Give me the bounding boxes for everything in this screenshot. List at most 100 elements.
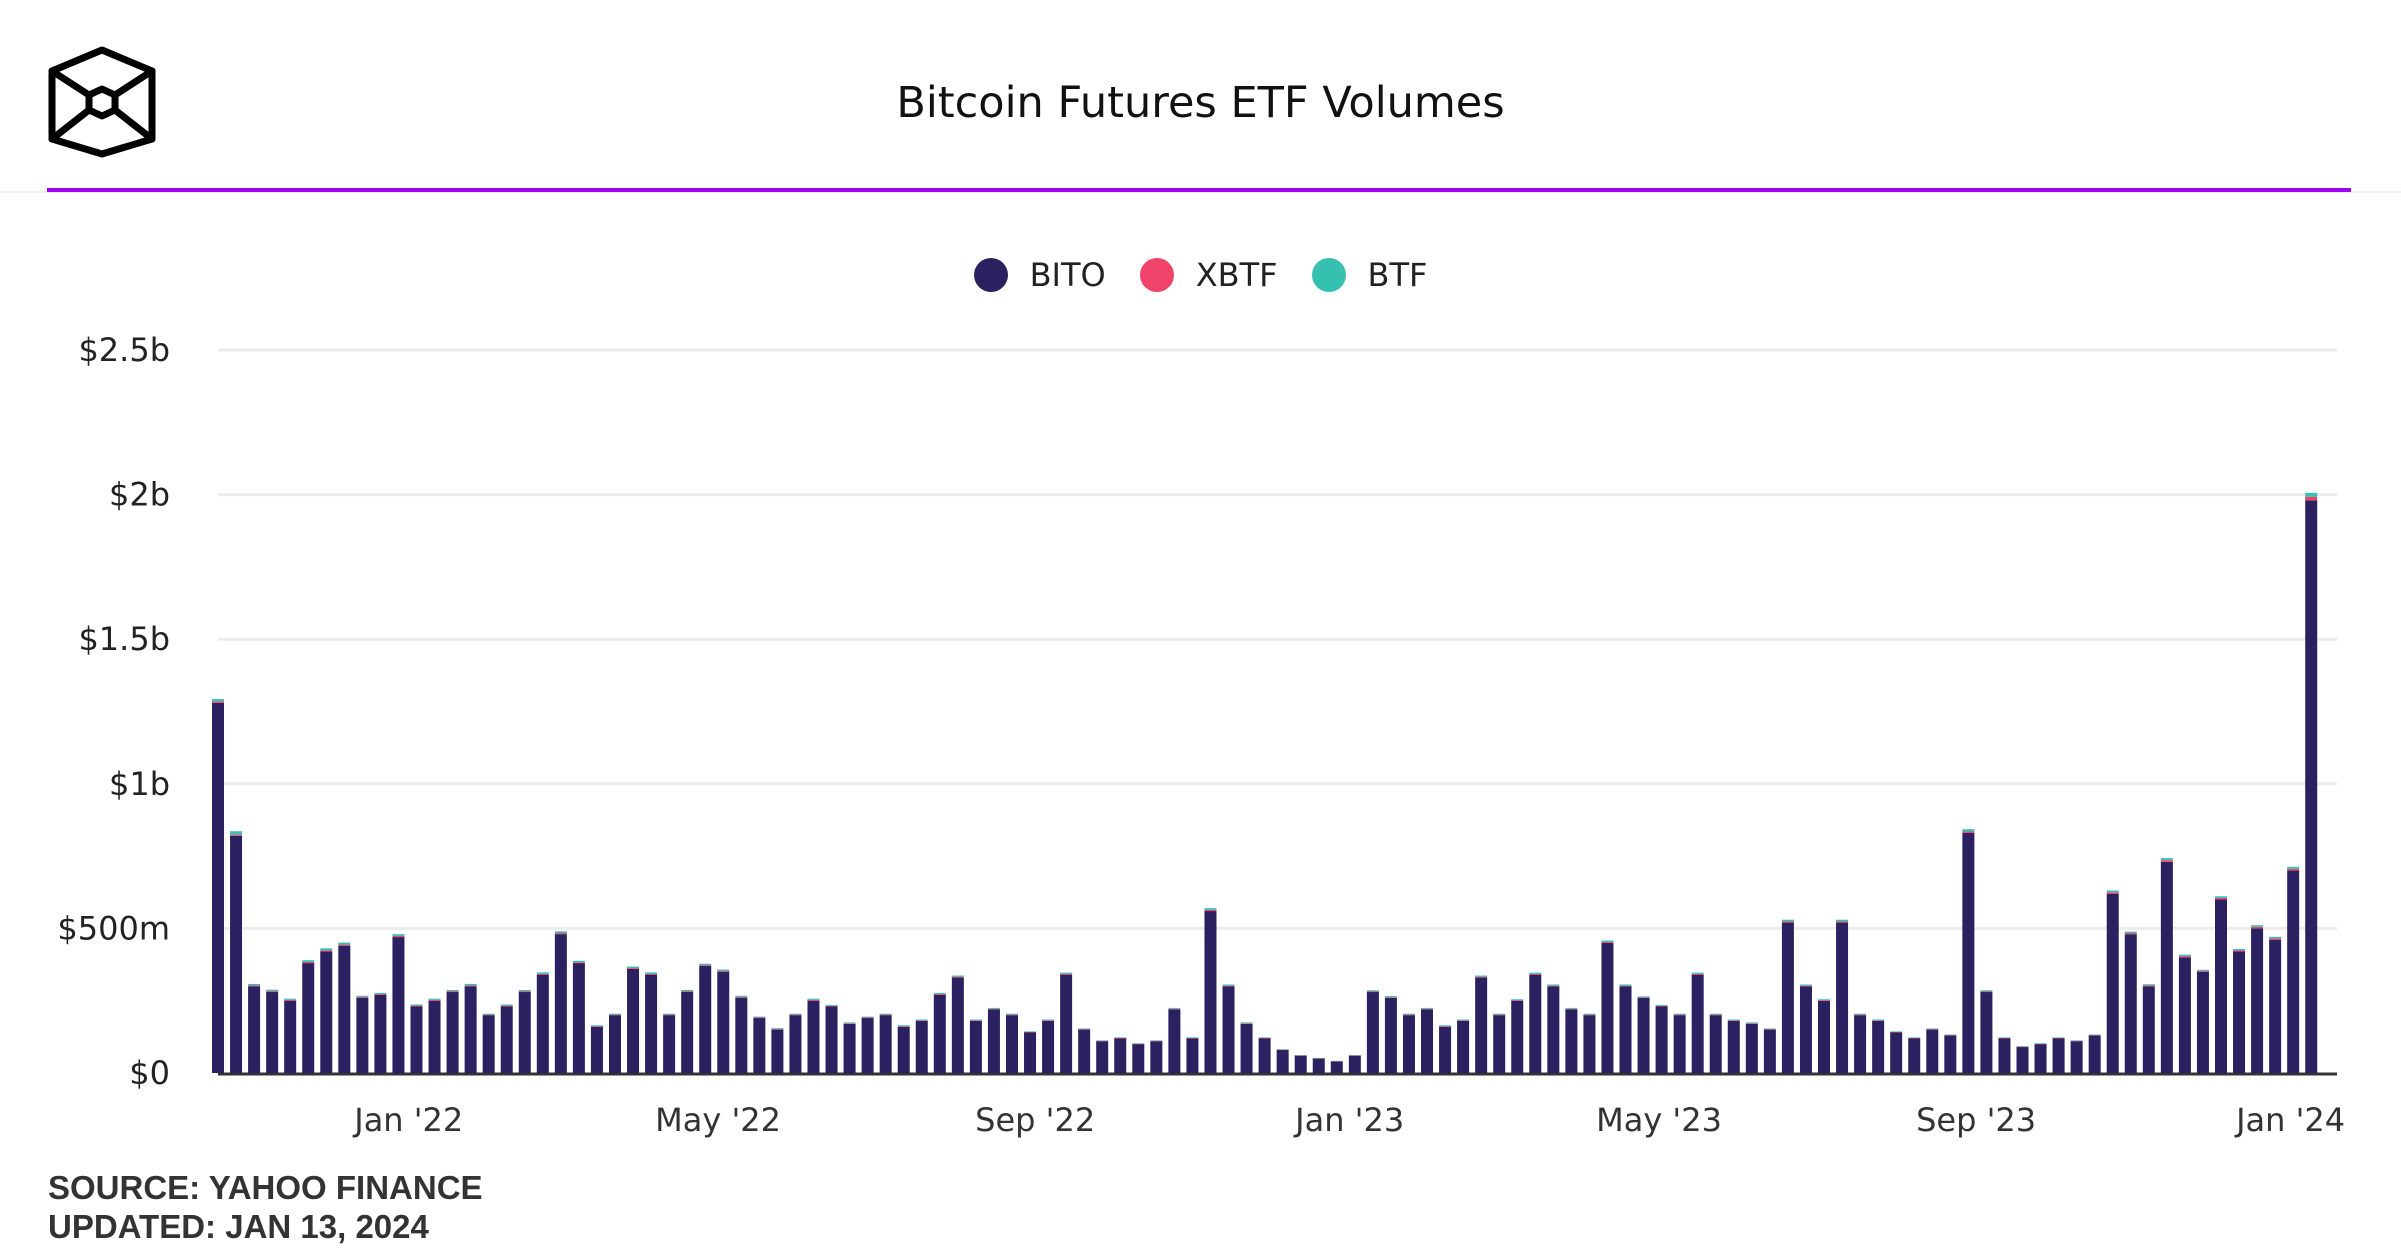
bar-btf <box>951 975 964 977</box>
bar-btf <box>1240 1022 1253 1024</box>
bar-xbtf <box>1204 909 1217 912</box>
legend-item-bito[interactable]: BITO <box>973 256 1106 294</box>
bar-bito <box>951 977 964 1073</box>
footer: SOURCE: YAHOO FINANCE UPDATED: JAN 13, 2… <box>48 1168 483 1246</box>
bar-bito <box>1493 1015 1506 1073</box>
bar-btf <box>2287 866 2300 869</box>
bar-btf <box>825 1005 838 1006</box>
legend-label: BTF <box>1367 256 1428 294</box>
y-tick-label: $2.5b <box>78 331 170 369</box>
bar-bito <box>1565 1009 1578 1073</box>
bar-btf <box>1096 1040 1109 1041</box>
y-tick-label: $1.5b <box>78 620 170 658</box>
bar-xbtf <box>789 1014 802 1016</box>
bar-btf <box>500 1004 513 1006</box>
bar-bito <box>1475 977 1488 1073</box>
bar-xbtf <box>1583 1014 1596 1016</box>
bar-btf <box>735 995 748 997</box>
bar-btf <box>2088 1034 2101 1036</box>
bar-btf <box>1745 1022 1758 1024</box>
bar-btf <box>1421 1007 1434 1009</box>
bar-btf <box>1655 1005 1668 1006</box>
bar-btf <box>1854 1013 1867 1015</box>
bar-xbtf <box>933 994 946 995</box>
bar-xbtf <box>1565 1008 1578 1010</box>
bar-bito <box>1872 1020 1885 1073</box>
bar-btf <box>1962 829 1975 832</box>
bar-btf <box>1691 972 1704 974</box>
legend: BITO XBTF BTF <box>0 256 2401 294</box>
bar-xbtf <box>1457 1020 1470 1021</box>
bar-bito <box>374 994 387 1073</box>
bar-bito <box>2287 870 2300 1073</box>
bar-bito <box>338 945 351 1073</box>
bar-xbtf <box>392 935 405 938</box>
bar-xbtf <box>1709 1014 1722 1016</box>
bar-btf <box>1781 919 1794 922</box>
bar-bito <box>446 992 459 1073</box>
bar-xbtf <box>356 996 369 998</box>
bar-btf <box>1258 1037 1271 1039</box>
bar-btf <box>1457 1019 1470 1021</box>
bar-btf <box>843 1022 856 1024</box>
bar-btf <box>320 948 333 951</box>
bar-xbtf <box>1005 1014 1018 1016</box>
header-divider <box>0 191 2401 193</box>
bar-btf <box>2178 954 2191 957</box>
bar-xbtf <box>608 1014 621 1016</box>
bar-btf <box>1926 1028 1939 1030</box>
bar-btf <box>2052 1037 2065 1039</box>
x-tick-label: Sep '23 <box>1916 1101 2036 1139</box>
bar-bito <box>482 1015 495 1073</box>
bar-xbtf <box>590 1026 603 1027</box>
bar-xbtf <box>1980 991 1993 993</box>
legend-item-xbtf[interactable]: XBTF <box>1139 256 1278 294</box>
bar-bito <box>1348 1055 1361 1073</box>
bar-btf <box>2196 969 2209 971</box>
bar-xbtf <box>2016 1046 2029 1048</box>
bar-xbtf <box>1439 1026 1452 1027</box>
bar-xbtf <box>1060 973 1073 975</box>
bar-btf <box>1312 1057 1325 1059</box>
bar-btf <box>1619 984 1632 986</box>
bar-bito <box>1601 942 1614 1073</box>
bar-btf <box>392 934 405 936</box>
bar-btf <box>969 1019 982 1021</box>
bar-xbtf <box>1926 1029 1939 1030</box>
bar-btf <box>1294 1055 1307 1056</box>
bar-xbtf <box>1745 1023 1758 1024</box>
bar-bito <box>2034 1044 2047 1073</box>
bar-btf <box>302 960 315 962</box>
bar-xbtf <box>1240 1023 1253 1024</box>
bar-btf <box>428 998 441 1000</box>
bar-xbtf <box>2070 1040 2083 1042</box>
bar-xbtf <box>1673 1014 1686 1016</box>
legend-label: BITO <box>1029 256 1106 294</box>
bar-xbtf <box>2269 938 2282 940</box>
bar-xbtf <box>1258 1038 1271 1039</box>
bar-bito <box>645 974 658 1073</box>
bar-xbtf <box>1872 1020 1885 1021</box>
legend-swatch <box>1311 258 1346 292</box>
bar-btf <box>1799 984 1812 986</box>
bar-bito <box>2196 971 2209 1073</box>
bar-bito <box>987 1009 1000 1073</box>
bar-xbtf <box>2124 933 2137 935</box>
bar-xbtf <box>1691 973 1704 975</box>
bar-btf <box>1060 972 1073 974</box>
bar-xbtf <box>230 834 243 836</box>
bar-btf <box>1872 1019 1885 1021</box>
bar-btf <box>2124 931 2137 934</box>
bar-xbtf <box>1944 1035 1957 1036</box>
bar-bito <box>1962 832 1975 1073</box>
bar-bito <box>915 1020 928 1073</box>
bar-btf <box>1565 1007 1578 1009</box>
bar-xbtf <box>1890 1031 1903 1033</box>
bar-bito <box>1042 1020 1055 1073</box>
bar-bito <box>1060 974 1073 1073</box>
bar-xbtf <box>1962 831 1975 833</box>
bar-bito <box>699 965 712 1073</box>
bar-xbtf <box>1763 1029 1776 1030</box>
bar-xbtf <box>2287 868 2300 871</box>
legend-item-btf[interactable]: BTF <box>1311 256 1428 294</box>
